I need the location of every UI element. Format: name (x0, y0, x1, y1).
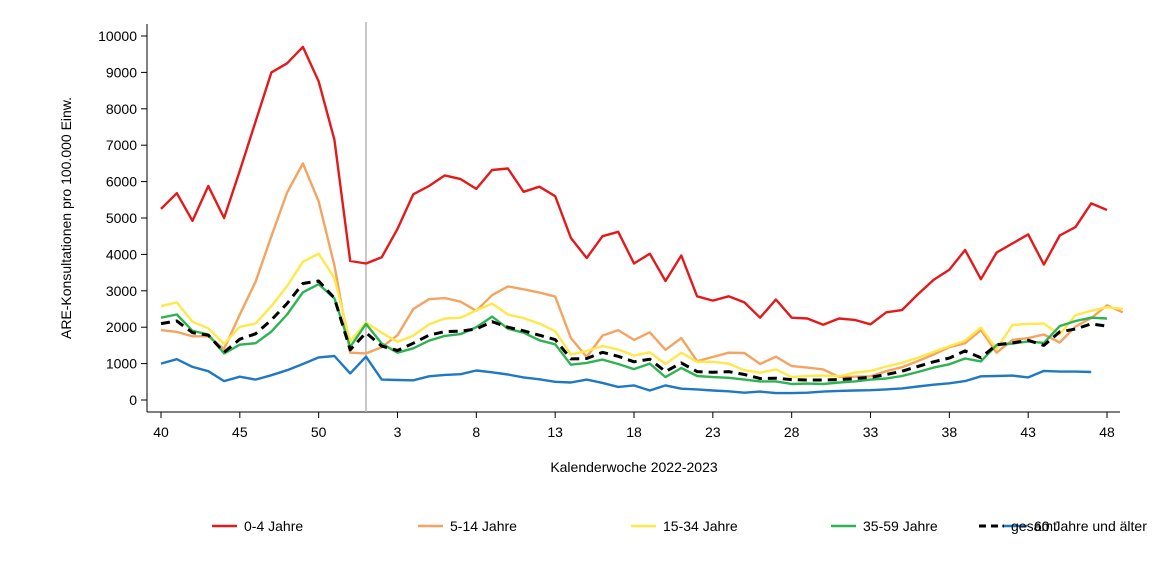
series-line-5 (160, 279, 1108, 382)
y-tick-label: 5000 (106, 210, 137, 226)
x-tick-label: 28 (784, 424, 800, 440)
x-ticks: 40 45 50 3 8 13 18 23 28 33 38 43 48 (153, 412, 1115, 440)
y-tick-label: 6000 (106, 174, 137, 190)
y-tick-label: 2000 (106, 319, 137, 335)
legend-label: 15-34 Jahre (663, 518, 738, 534)
series-line-4 (160, 354, 1092, 395)
y-tick-label: 10000 (98, 28, 137, 44)
series-line-1 (160, 162, 1124, 379)
x-tick-label: 18 (626, 424, 642, 440)
x-tick-label: 3 (394, 424, 402, 440)
legend-label: 0-4 Jahre (244, 518, 303, 534)
x-axis-title: Kalenderwoche 2022-2023 (550, 459, 718, 475)
x-tick-label: 33 (863, 424, 879, 440)
x-tick-label: 8 (472, 424, 480, 440)
x-tick-label: 13 (547, 424, 563, 440)
x-tick-label: 38 (942, 424, 958, 440)
legend-label: gesamt (1011, 518, 1057, 534)
y-tick-label: 0 (129, 392, 137, 408)
legend-label: 60 Jahre und älter (1034, 518, 1147, 534)
series-line-3 (160, 283, 1108, 386)
x-tick-label: 23 (705, 424, 721, 440)
legend: 0-4 Jahre 5-14 Jahre 15-34 Jahre 35-59 Jahr… (212, 518, 1147, 534)
legend-item-4: 60 Jahre und älter (1002, 518, 1147, 534)
y-tick-label: 9000 (106, 64, 137, 80)
y-tick-label: 1000 (106, 356, 137, 372)
y-ticks: 0 1000 2000 3000 4000 5000 6000 7000 8000 9000 100… (98, 28, 147, 408)
legend-item-3: 35-59 Jahre (831, 518, 938, 534)
x-tick-label: 48 (1099, 424, 1115, 440)
series-line-2 (160, 252, 1123, 379)
y-tick-label: 7000 (106, 137, 137, 153)
legend-label: 35-59 Jahre (863, 518, 938, 534)
legend-item-5: gesamt (979, 518, 1057, 534)
y-tick-label: 8000 (106, 101, 137, 117)
y-tick-label: 3000 (106, 283, 137, 299)
series-line-0 (160, 45, 1108, 326)
legend-item-1: 5-14 Jahre (418, 518, 517, 534)
axes: 0 1000 2000 3000 4000 5000 6000 7000 8000 9000 100… (98, 24, 1120, 440)
x-tick-label: 50 (311, 424, 327, 440)
x-tick-label: 45 (232, 424, 248, 440)
y-tick-label: 4000 (106, 246, 137, 262)
x-tick-label: 43 (1020, 424, 1036, 440)
legend-label: 5-14 Jahre (450, 518, 517, 534)
x-tick-label: 40 (153, 424, 169, 440)
legend-item-2: 15-34 Jahre (631, 518, 738, 534)
y-axis-title: ARE-Konsultationen pro 100.000 Einw. (58, 97, 74, 339)
legend-item-0: 0-4 Jahre (212, 518, 303, 534)
series-group (160, 45, 1124, 395)
